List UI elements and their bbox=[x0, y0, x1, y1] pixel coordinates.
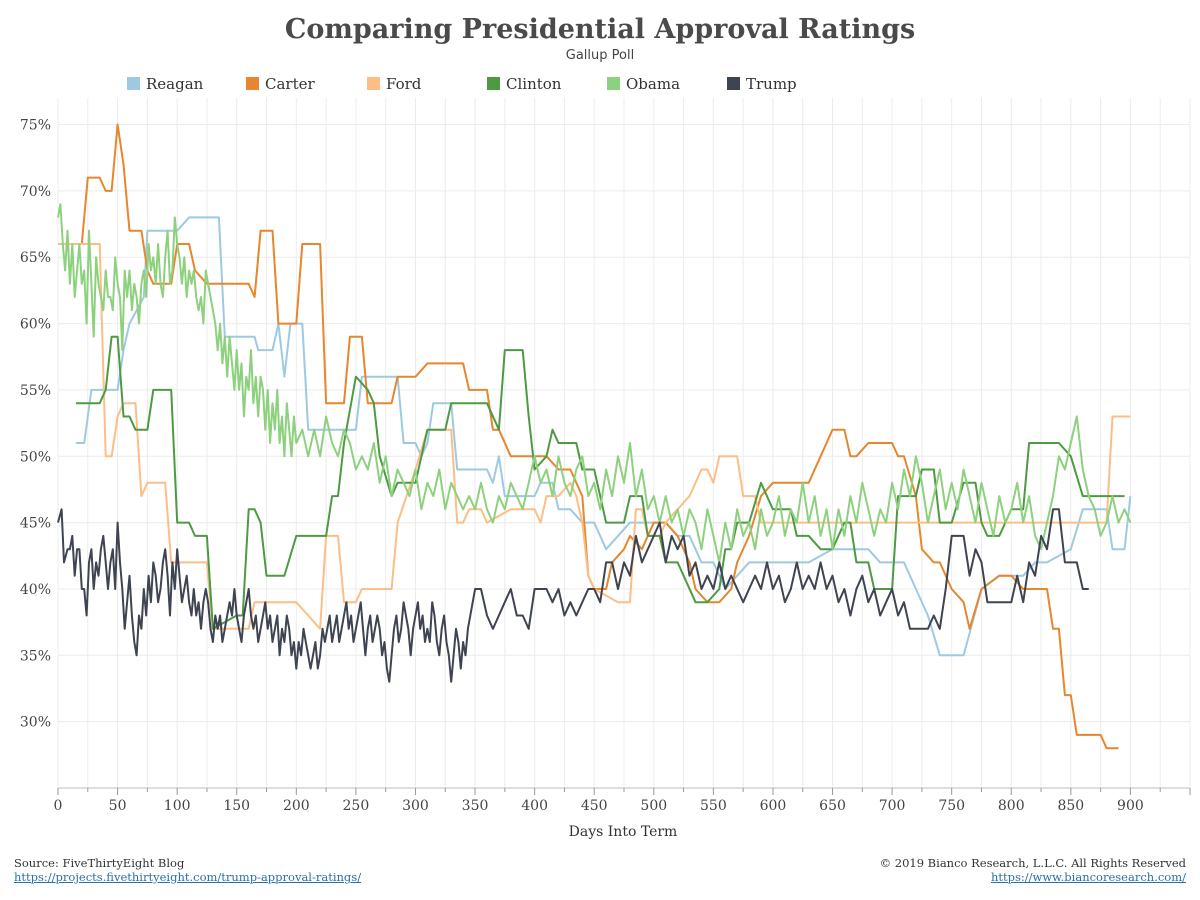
x-axis: 0 50 100 150 200 250 300 350 400 450 500 550 600 650 7… bbox=[54, 787, 1191, 814]
x-tick-label: 100 bbox=[164, 798, 191, 814]
x-tick-label: 900 bbox=[1117, 798, 1144, 814]
series-line-trump bbox=[57, 508, 1089, 683]
legend-label-clinton: Clinton bbox=[506, 75, 562, 93]
legend-swatch-ford bbox=[367, 77, 380, 90]
x-tick-label: 850 bbox=[1057, 798, 1084, 814]
legend-swatch-clinton bbox=[487, 77, 500, 90]
y-tick-label: 50% bbox=[20, 449, 51, 465]
grid-lines bbox=[57, 98, 1191, 788]
x-tick-label: 600 bbox=[760, 798, 787, 814]
x-tick-label: 800 bbox=[998, 798, 1025, 814]
y-tick-label: 55% bbox=[20, 383, 51, 399]
legend-label-ford: Ford bbox=[386, 75, 422, 93]
y-tick-label: 60% bbox=[20, 317, 51, 333]
series-line-carter bbox=[58, 123, 1119, 750]
legend-label-carter: Carter bbox=[265, 75, 315, 93]
y-tick-label: 35% bbox=[20, 648, 51, 664]
x-tick-label: 500 bbox=[640, 798, 667, 814]
y-tick-label: 30% bbox=[20, 715, 51, 731]
copyright-note: © 2019 Bianco Research, L.L.C. All Right… bbox=[880, 856, 1186, 884]
legend-swatch-trump bbox=[727, 77, 740, 90]
y-tick-label: 40% bbox=[20, 582, 51, 598]
x-tick-label: 300 bbox=[402, 798, 429, 814]
legend: Reagan Carter Ford Clinton Obama Trump bbox=[127, 75, 797, 93]
y-tick-label: 70% bbox=[20, 184, 51, 200]
legend-label-obama: Obama bbox=[626, 75, 680, 93]
legend-label-reagan: Reagan bbox=[146, 75, 204, 93]
legend-swatch-obama bbox=[607, 77, 620, 90]
chart-subtitle: Gallup Poll bbox=[565, 48, 635, 63]
x-tick-label: 350 bbox=[462, 798, 489, 814]
y-axis: 30% 35% 40% 45% 50% 55% 60% 65% 70% 75% bbox=[20, 118, 51, 731]
series-line-clinton bbox=[75, 335, 1125, 630]
x-tick-label: 750 bbox=[938, 798, 965, 814]
legend-swatch-reagan bbox=[127, 77, 140, 90]
x-tick-label: 650 bbox=[819, 798, 846, 814]
copyright-label: © 2019 Bianco Research, L.L.C. All Right… bbox=[879, 856, 1186, 870]
x-axis-label: Days Into Term bbox=[569, 824, 678, 840]
x-tick-label: 150 bbox=[223, 798, 250, 814]
x-tick-label: 700 bbox=[879, 798, 906, 814]
y-tick-label: 65% bbox=[20, 250, 51, 266]
website-link[interactable]: https://www.biancoresearch.com/ bbox=[990, 870, 1186, 884]
x-tick-label: 400 bbox=[521, 798, 548, 814]
series-lines bbox=[57, 123, 1132, 750]
chart-title: Comparing Presidential Approval Ratings bbox=[284, 14, 916, 45]
x-tick-label: 450 bbox=[581, 798, 608, 814]
x-tick-label: 550 bbox=[700, 798, 727, 814]
legend-swatch-carter bbox=[246, 77, 259, 90]
y-tick-label: 45% bbox=[20, 516, 51, 532]
x-tick-label: 200 bbox=[283, 798, 310, 814]
source-label: Source: FiveThirtyEight Blog bbox=[14, 856, 185, 870]
x-tick-label: 50 bbox=[109, 798, 127, 814]
series-line-obama bbox=[57, 203, 1132, 564]
source-link[interactable]: https://projects.fivethirtyeight.com/tru… bbox=[14, 870, 362, 884]
x-tick-label: 0 bbox=[54, 798, 63, 814]
y-tick-label: 75% bbox=[20, 118, 51, 134]
x-tick-label: 250 bbox=[343, 798, 370, 814]
legend-label-trump: Trump bbox=[746, 75, 797, 93]
source-note: Source: FiveThirtyEight Blog https://pro… bbox=[14, 856, 361, 884]
